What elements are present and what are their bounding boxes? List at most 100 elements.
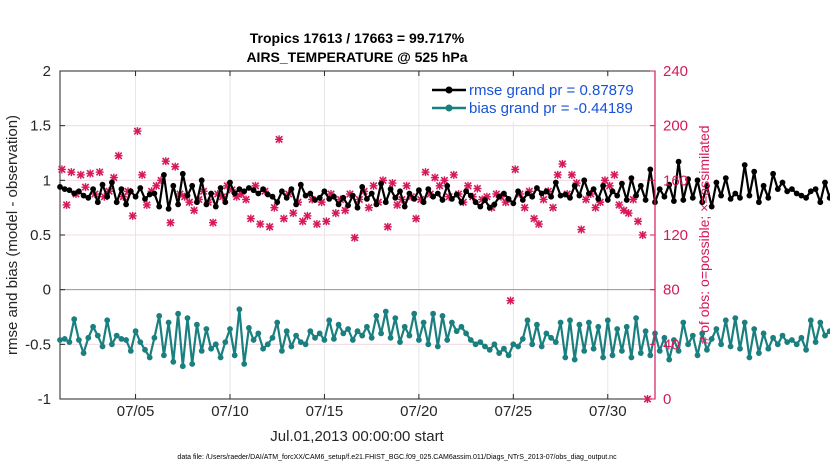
obs-count-marker	[440, 176, 449, 185]
rmse-data-point	[297, 181, 304, 188]
rmse-data-point	[387, 186, 394, 193]
bias-data-point	[567, 317, 573, 324]
y2-tick-label: 160	[663, 172, 688, 189]
rmse-data-point	[727, 196, 734, 202]
rmse-data-point	[515, 188, 521, 195]
y-tick-label: -0.5	[25, 336, 51, 353]
rmse-data-point	[401, 203, 408, 210]
rmse-data-point	[425, 186, 432, 193]
rmse-data-point	[482, 197, 488, 203]
bias-data-point	[515, 343, 521, 350]
obs-count-marker	[449, 170, 458, 179]
bias-data-point	[595, 323, 602, 330]
bias-data-point	[803, 346, 809, 353]
rmse-data-point	[680, 197, 687, 203]
obs-count-marker	[369, 181, 378, 190]
y-tick-label: 1	[43, 172, 51, 189]
bias-data-point	[80, 350, 87, 356]
rmse-data-point	[453, 191, 460, 198]
bias-data-point	[364, 323, 370, 330]
bias-data-point	[255, 330, 262, 337]
bias-data-point	[534, 321, 540, 328]
x-axis-label: Jul.01,2013 00:00:00 start	[270, 428, 444, 445]
bias-data-point	[212, 341, 219, 348]
rmse-data-point	[671, 198, 677, 205]
rmse-data-point	[307, 190, 314, 197]
bias-data-point	[822, 332, 828, 339]
rmse-data-point	[552, 179, 559, 186]
obs-count-marker	[166, 218, 175, 227]
rmse-data-point	[118, 186, 125, 193]
rmse-data-point	[335, 201, 342, 208]
bias-data-point	[586, 319, 592, 326]
rmse-data-point	[368, 190, 375, 197]
bias-data-point	[538, 343, 545, 350]
bias-data-point	[798, 334, 805, 341]
rmse-data-point	[543, 188, 550, 195]
obs-count-marker	[265, 222, 274, 231]
bias-data-point	[737, 345, 743, 352]
obs-count-marker	[242, 195, 251, 204]
bias-data-point	[505, 352, 512, 359]
obs-count-marker	[275, 135, 284, 144]
rmse-data-point	[689, 194, 696, 201]
rmse-data-point	[779, 179, 786, 186]
obs-count-marker	[161, 157, 170, 166]
obs-count-marker	[209, 218, 217, 227]
rmse-data-point	[61, 186, 68, 193]
obs-count-marker	[279, 214, 288, 223]
bias-data-point	[619, 348, 625, 354]
bias-data-point	[519, 336, 526, 342]
bias-data-point	[793, 341, 800, 348]
obs-count-marker	[312, 220, 321, 229]
rmse-data-point	[198, 177, 205, 184]
bias-data-point	[581, 348, 588, 354]
rmse-data-point	[501, 190, 507, 197]
bias-data-point	[713, 326, 720, 332]
rmse-data-point	[127, 188, 134, 195]
rmse-data-point	[704, 182, 710, 189]
bias-data-point	[127, 348, 134, 354]
obs-count-marker	[322, 217, 331, 226]
rmse-data-point	[241, 188, 248, 195]
rmse-data-point	[449, 196, 455, 202]
obs-count-marker	[86, 169, 95, 178]
rmse-data-point	[567, 194, 573, 201]
bias-data-point	[297, 339, 304, 345]
obs-count-marker	[270, 203, 279, 212]
obs-count-marker	[246, 214, 255, 223]
rmse-data-point	[609, 188, 616, 195]
y-tick-label: 0	[43, 282, 51, 299]
bias-data-point	[250, 337, 257, 343]
rmse-data-point	[109, 179, 115, 186]
bias-data-point	[656, 348, 663, 354]
rmse-data-point	[708, 203, 715, 210]
rmse-data-point	[420, 199, 427, 206]
bias-data-point	[623, 323, 630, 330]
rmse-data-point	[477, 203, 484, 210]
bias-data-point	[264, 341, 271, 348]
bias-data-point	[600, 354, 606, 361]
rmse-data-point	[137, 185, 144, 191]
obs-count-marker	[128, 211, 137, 220]
x-tick-label: 07/20	[400, 403, 438, 420]
rmse-data-point	[538, 190, 545, 197]
bias-data-point	[184, 315, 191, 321]
obs-count-marker	[464, 181, 472, 190]
bias-data-point	[609, 352, 616, 359]
bias-data-point	[368, 334, 375, 341]
bias-data-point	[770, 334, 776, 341]
bias-data-point	[359, 332, 366, 339]
rmse-data-point	[774, 186, 781, 193]
bias-data-point	[524, 317, 531, 324]
rmse-data-point	[732, 190, 739, 197]
rmse-data-point	[737, 194, 743, 201]
obs-count-marker	[303, 211, 312, 220]
bias-data-point	[378, 330, 384, 337]
obs-count-marker	[76, 170, 85, 179]
bias-data-point	[71, 316, 78, 323]
rmse-data-point	[467, 192, 474, 199]
legend-rmse-label: rmse grand pr = 0.87879	[469, 82, 634, 99]
rmse-data-point	[557, 192, 564, 199]
rmse-data-point	[302, 192, 309, 199]
